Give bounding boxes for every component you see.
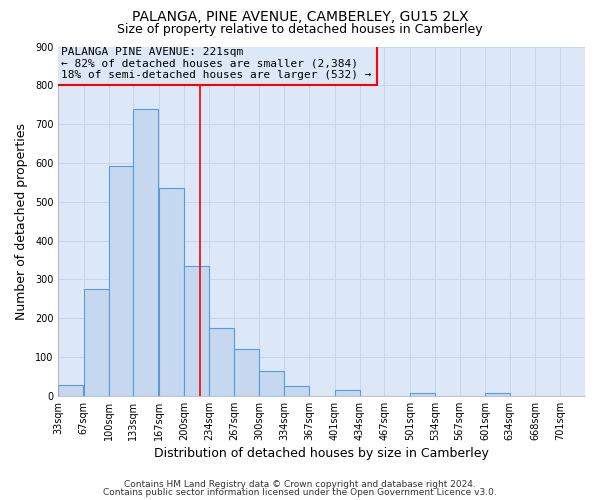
Bar (209, 328, 234, 396)
Bar (234, 349, 259, 396)
Bar (335, 390, 359, 396)
Text: Contains HM Land Registry data © Crown copyright and database right 2024.: Contains HM Land Registry data © Crown c… (124, 480, 476, 489)
X-axis label: Distribution of detached houses by size in Camberley: Distribution of detached houses by size … (154, 447, 489, 460)
Bar (84, 289, 109, 396)
Bar (184, 266, 209, 396)
Bar (109, 166, 133, 396)
Bar (159, 188, 184, 396)
Bar (284, 386, 309, 396)
Text: Contains public sector information licensed under the Open Government Licence v3: Contains public sector information licen… (103, 488, 497, 497)
Text: Size of property relative to detached houses in Camberley: Size of property relative to detached ho… (117, 22, 483, 36)
Bar (133, 108, 158, 396)
Text: PALANGA PINE AVENUE: 221sqm
← 82% of detached houses are smaller (2,384)
18% of : PALANGA PINE AVENUE: 221sqm ← 82% of det… (61, 46, 372, 80)
Bar (485, 392, 510, 396)
Bar (259, 370, 284, 396)
Bar (58, 386, 83, 396)
Bar (410, 392, 435, 396)
Text: PALANGA, PINE AVENUE, CAMBERLEY, GU15 2LX: PALANGA, PINE AVENUE, CAMBERLEY, GU15 2L… (132, 10, 468, 24)
Y-axis label: Number of detached properties: Number of detached properties (15, 122, 28, 320)
